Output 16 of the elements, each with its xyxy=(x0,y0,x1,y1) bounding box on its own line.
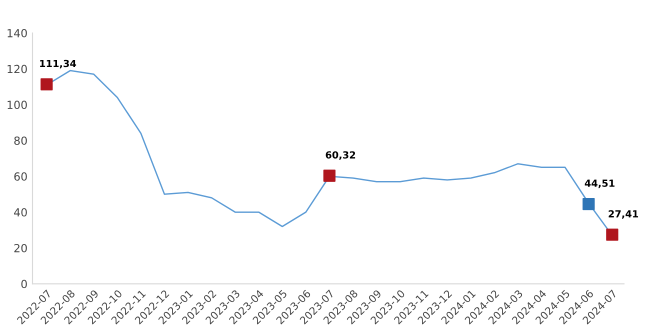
y-tick-label: 120 xyxy=(8,64,27,74)
point xyxy=(323,170,336,182)
y-tick-label: 80 xyxy=(14,136,27,145)
data-label: 27,41 xyxy=(608,210,638,219)
data-label: 44,51 xyxy=(584,180,614,188)
y-tick-label: 20 xyxy=(14,244,27,252)
point xyxy=(40,78,53,90)
y-tick-label: 100 xyxy=(8,100,27,110)
y-tick-label: 60 xyxy=(14,172,27,181)
data-label: 111,34 xyxy=(40,60,76,68)
y-tick-label: 0 xyxy=(21,280,27,288)
y-tick-label: 40 xyxy=(14,208,27,217)
y-tick-label: 140 xyxy=(8,28,27,38)
point xyxy=(582,198,595,210)
point xyxy=(606,228,618,241)
data-label: 60,32 xyxy=(326,151,356,160)
